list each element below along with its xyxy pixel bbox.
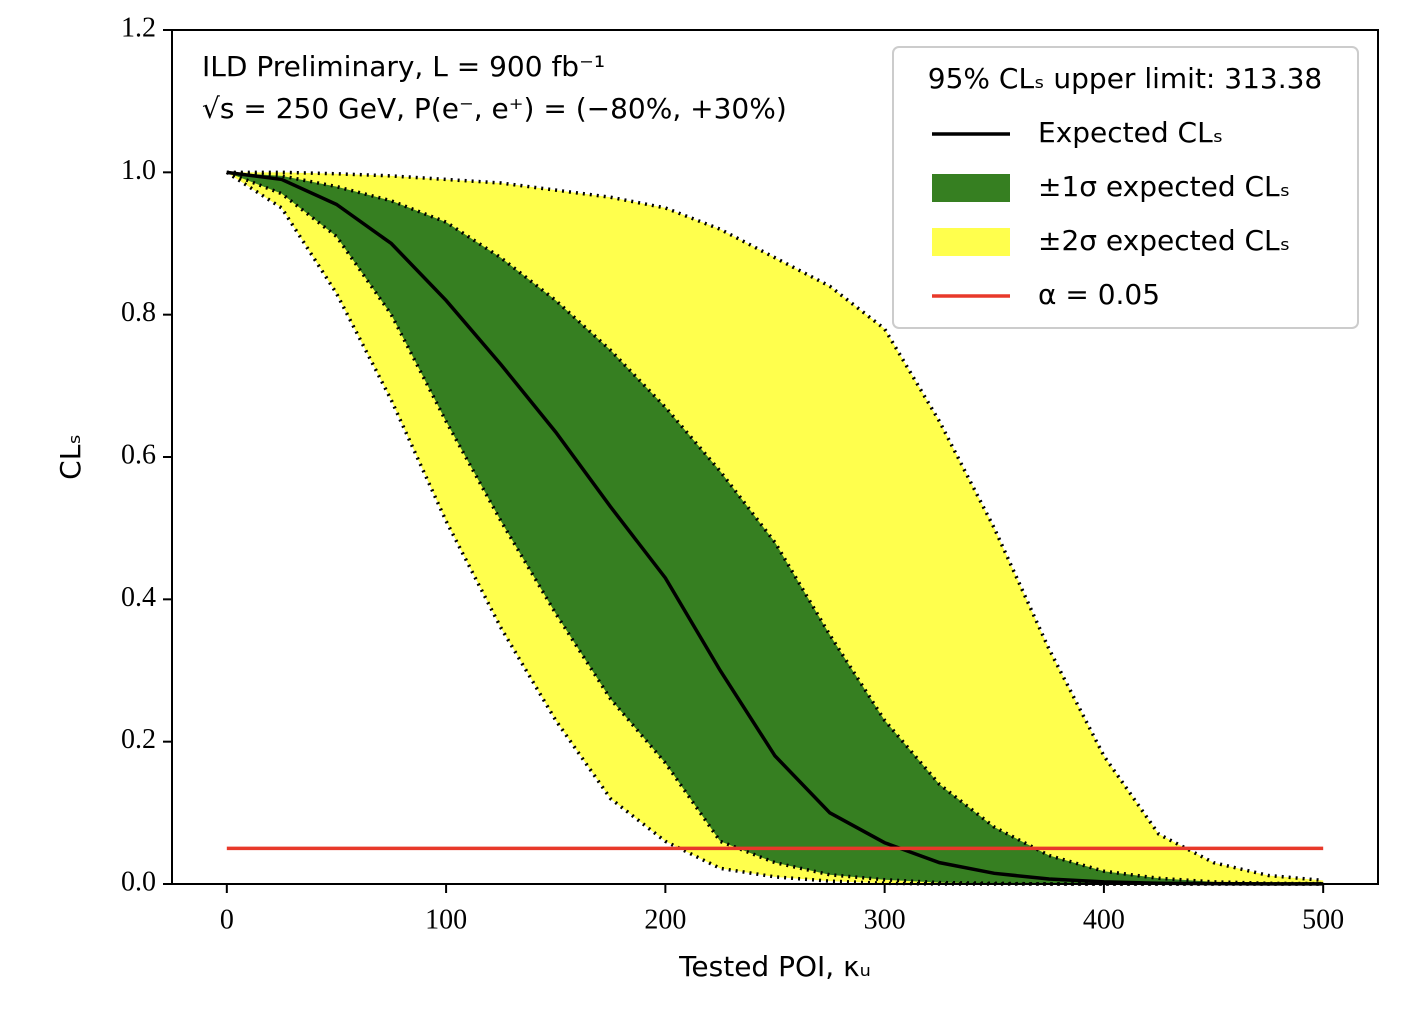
legend-label: ±2σ expected CLₛ <box>1038 224 1290 257</box>
x-axis-label: Tested POI, κᵤ <box>678 950 871 983</box>
legend-label: Expected CLₛ <box>1038 116 1223 149</box>
legend-swatch <box>932 228 1010 256</box>
annotation: ILD Preliminary, L = 900 fb⁻¹ <box>202 50 605 83</box>
y-tick-label: 0.8 <box>121 297 156 328</box>
annotation: √s = 250 GeV, P(e⁻, e⁺) = (−80%, +30%) <box>202 92 787 125</box>
x-tick-label: 200 <box>644 904 686 935</box>
y-tick-label: 0.0 <box>121 866 156 897</box>
x-tick-label: 300 <box>864 904 906 935</box>
y-axis-label: CLₛ <box>54 434 87 480</box>
legend-label: α = 0.05 <box>1038 278 1160 311</box>
legend-box <box>892 46 1359 329</box>
x-tick-label: 100 <box>425 904 467 935</box>
x-tick-label: 500 <box>1302 904 1344 935</box>
y-tick-label: 0.4 <box>121 582 156 613</box>
band-edge <box>226 170 1324 883</box>
legend-title: 95% CLₛ upper limit: 313.38 <box>928 62 1322 95</box>
y-tick-label: 0.2 <box>121 724 156 755</box>
x-tick-label: 0 <box>220 904 234 935</box>
band <box>226 172 1324 885</box>
y-tick-label: 0.6 <box>121 439 156 470</box>
legend-label: ±1σ expected CLₛ <box>1038 170 1290 203</box>
line <box>226 170 1324 886</box>
y-tick-label: 1.0 <box>121 155 156 186</box>
x-tick-label: 400 <box>1083 904 1125 935</box>
legend-swatch <box>932 174 1010 202</box>
y-tick-label: 1.2 <box>121 12 156 43</box>
